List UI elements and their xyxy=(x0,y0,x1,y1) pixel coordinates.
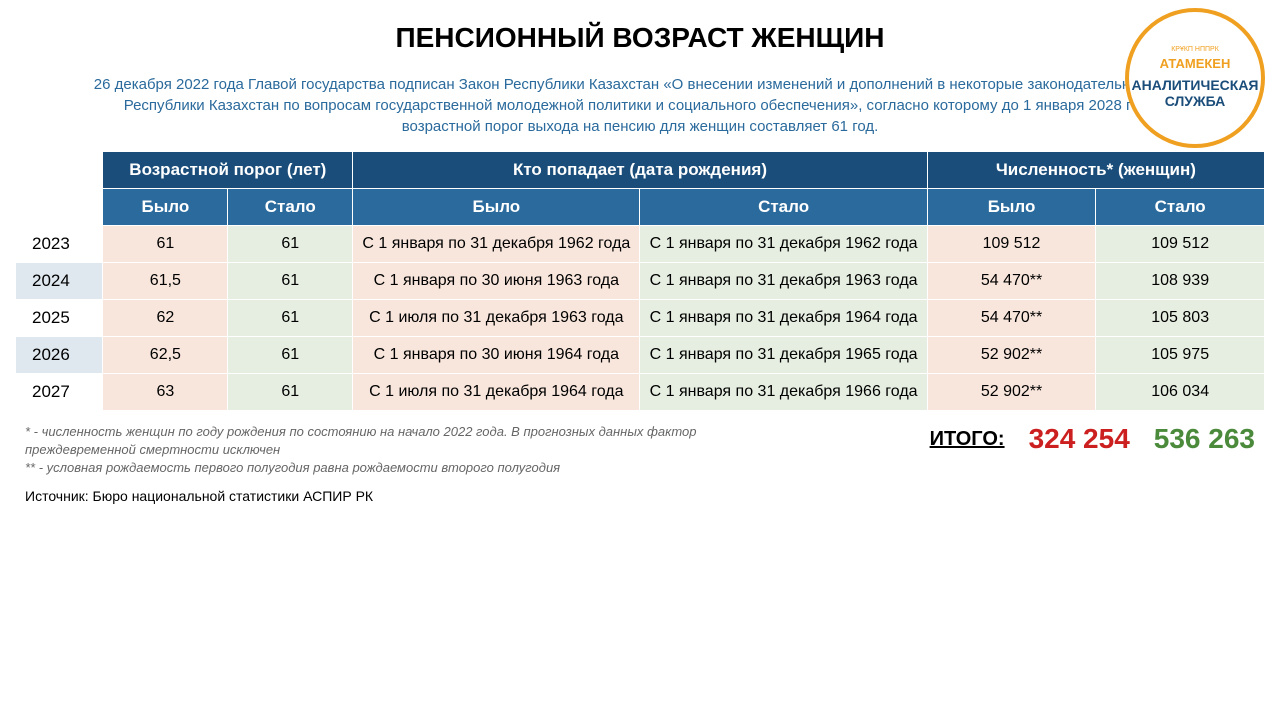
header-empty xyxy=(16,152,103,189)
cell-count-now: 108 939 xyxy=(1096,263,1265,300)
subheader-now: Стало xyxy=(1096,189,1265,226)
description-text: 26 декабря 2022 года Главой государства … xyxy=(90,74,1190,137)
cell-count-was: 52 902** xyxy=(927,374,1096,411)
cell-count-was: 54 470** xyxy=(927,263,1096,300)
table-row: 20236161С 1 января по 31 декабря 1962 го… xyxy=(16,226,1265,263)
source-line: Источник: Бюро национальной статистики А… xyxy=(15,488,1265,504)
logo-top-line: КРҰКП НППРК xyxy=(1171,46,1219,54)
footnotes: * - численность женщин по году рождения … xyxy=(25,423,745,478)
cell-range-now: С 1 января по 31 декабря 1966 года xyxy=(640,374,927,411)
cell-age-was: 62 xyxy=(103,300,228,337)
cell-year: 2024 xyxy=(16,263,103,300)
cell-range-now: С 1 января по 31 декабря 1962 года xyxy=(640,226,927,263)
cell-age-now: 61 xyxy=(228,337,353,374)
header-age: Возрастной порог (лет) xyxy=(103,152,353,189)
cell-count-now: 105 975 xyxy=(1096,337,1265,374)
cell-range-was: С 1 июля по 31 декабря 1964 года xyxy=(353,374,640,411)
table-row: 20256261С 1 июля по 31 декабря 1963 года… xyxy=(16,300,1265,337)
cell-count-was: 109 512 xyxy=(927,226,1096,263)
cell-count-now: 109 512 xyxy=(1096,226,1265,263)
logo-brand: АТАМЕКЕН xyxy=(1160,56,1231,71)
cell-age-was: 61,5 xyxy=(103,263,228,300)
total-was: 324 254 xyxy=(1029,423,1130,455)
header-range: Кто попадает (дата рождения) xyxy=(353,152,928,189)
cell-age-was: 61 xyxy=(103,226,228,263)
pension-table: Возрастной порог (лет) Кто попадает (дат… xyxy=(15,151,1265,411)
cell-year: 2026 xyxy=(16,337,103,374)
cell-age-now: 61 xyxy=(228,374,353,411)
footer-area: * - численность женщин по году рождения … xyxy=(15,423,1265,478)
subheader-was: Было xyxy=(353,189,640,226)
subheader-was: Было xyxy=(927,189,1096,226)
cell-age-now: 61 xyxy=(228,226,353,263)
cell-count-now: 105 803 xyxy=(1096,300,1265,337)
cell-range-was: С 1 января по 30 июня 1964 года xyxy=(353,337,640,374)
cell-age-was: 62,5 xyxy=(103,337,228,374)
cell-age-now: 61 xyxy=(228,300,353,337)
total-label: ИТОГО: xyxy=(930,428,1005,451)
cell-count-now: 106 034 xyxy=(1096,374,1265,411)
subheader-now: Стало xyxy=(228,189,353,226)
cell-count-was: 54 470** xyxy=(927,300,1096,337)
logo-badge: КРҰКП НППРК АТАМЕКЕН АНАЛИТИЧЕСКАЯ СЛУЖБ… xyxy=(1125,8,1265,148)
table-row: 20276361С 1 июля по 31 декабря 1964 года… xyxy=(16,374,1265,411)
subheader-empty xyxy=(16,189,103,226)
cell-range-was: С 1 июля по 31 декабря 1963 года xyxy=(353,300,640,337)
footnote-1: * - численность женщин по году рождения … xyxy=(25,423,745,459)
cell-count-was: 52 902** xyxy=(927,337,1096,374)
subheader-now: Стало xyxy=(640,189,927,226)
footnote-2: ** - условная рождаемость первого полуго… xyxy=(25,459,745,477)
totals: ИТОГО: 324 254 536 263 xyxy=(930,423,1255,455)
cell-range-now: С 1 января по 31 декабря 1964 года xyxy=(640,300,927,337)
page-title: ПЕНСИОННЫЙ ВОЗРАСТ ЖЕНЩИН xyxy=(15,22,1265,54)
cell-range-now: С 1 января по 31 декабря 1963 года xyxy=(640,263,927,300)
cell-age-was: 63 xyxy=(103,374,228,411)
subheader-was: Было xyxy=(103,189,228,226)
cell-range-was: С 1 января по 31 декабря 1962 года xyxy=(353,226,640,263)
cell-range-now: С 1 января по 31 декабря 1965 года xyxy=(640,337,927,374)
cell-range-was: С 1 января по 30 июня 1963 года xyxy=(353,263,640,300)
logo-service: АНАЛИТИЧЕСКАЯ СЛУЖБА xyxy=(1129,77,1261,111)
header-count: Численность* (женщин) xyxy=(927,152,1264,189)
cell-year: 2025 xyxy=(16,300,103,337)
table-row: 202461,561С 1 января по 30 июня 1963 год… xyxy=(16,263,1265,300)
cell-year: 2027 xyxy=(16,374,103,411)
table-row: 202662,561С 1 января по 30 июня 1964 год… xyxy=(16,337,1265,374)
total-now: 536 263 xyxy=(1154,423,1255,455)
cell-age-now: 61 xyxy=(228,263,353,300)
cell-year: 2023 xyxy=(16,226,103,263)
